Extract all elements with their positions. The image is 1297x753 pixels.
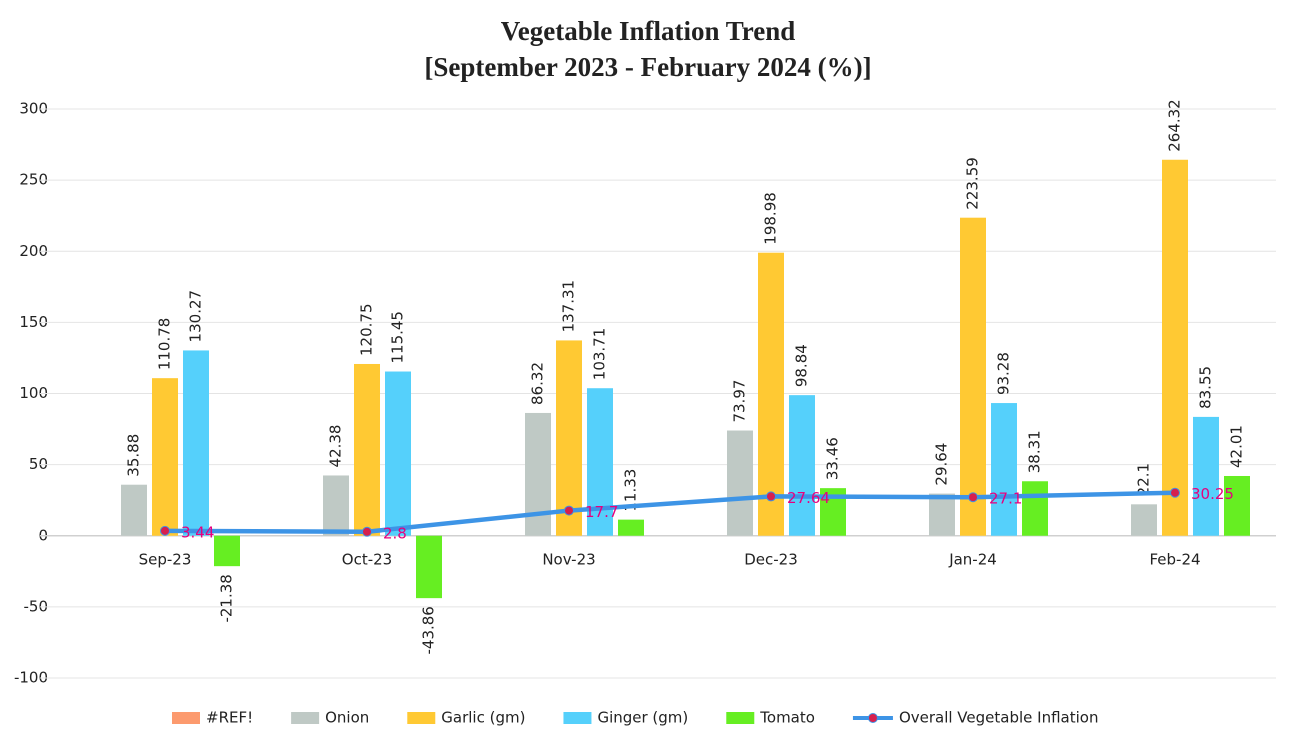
- chart-subtitle: [September 2023 - February 2024 (%)]: [424, 52, 871, 82]
- bar: [727, 430, 753, 536]
- bar: [929, 493, 955, 536]
- legend-swatch: [172, 712, 200, 724]
- line-series: [164, 490, 1176, 535]
- y-tick-label: -100: [14, 669, 48, 687]
- line-label: 27.64: [787, 489, 830, 507]
- line-label: 17.7: [585, 503, 618, 521]
- bar: [618, 519, 644, 536]
- line-label: 2.8: [383, 524, 407, 542]
- y-tick-label: 100: [19, 384, 48, 402]
- y-tick-label: 300: [19, 100, 48, 118]
- data-label: 73.97: [731, 380, 749, 423]
- data-label: 120.75: [358, 303, 376, 356]
- data-label: 264.32: [1166, 99, 1184, 152]
- data-label: 86.32: [529, 362, 547, 405]
- line-label: 3.44: [181, 523, 214, 541]
- data-label: 98.84: [793, 344, 811, 387]
- line-marker: [766, 491, 776, 502]
- x-tick-label: Feb-24: [1149, 550, 1200, 568]
- legend-swatch: [726, 712, 755, 724]
- line-marker: [362, 526, 372, 537]
- bar: [525, 412, 551, 536]
- x-tick-label: Jan-24: [948, 550, 997, 568]
- chart-title: Vegetable Inflation Trend: [501, 16, 796, 46]
- data-label: 93.28: [995, 352, 1013, 395]
- x-tick-label: Oct-23: [342, 550, 392, 568]
- data-label: 22.1: [1135, 463, 1153, 496]
- data-label: 137.31: [560, 280, 578, 333]
- legend-label: Garlic (gm): [441, 709, 525, 727]
- legend-label: Ginger (gm): [597, 709, 688, 727]
- bar: [556, 340, 582, 536]
- data-label: 42.01: [1228, 425, 1246, 468]
- legend-label: Overall Vegetable Inflation: [899, 709, 1099, 727]
- bar: [214, 535, 240, 567]
- legend-swatch: [563, 712, 592, 724]
- legend-label: Onion: [325, 709, 369, 727]
- data-label: 33.46: [824, 437, 842, 480]
- data-label: 115.45: [389, 311, 407, 364]
- legend-swatch: [867, 713, 878, 723]
- y-tick-label: 50: [29, 455, 48, 473]
- bar: [960, 217, 986, 536]
- data-label: 29.64: [933, 443, 951, 486]
- x-tick-label: Dec-23: [744, 550, 798, 568]
- bar: [1224, 475, 1250, 536]
- bar: [758, 252, 784, 536]
- data-label: 11.33: [622, 469, 640, 512]
- x-tick-label: Sep-23: [139, 550, 192, 568]
- bar: [1131, 504, 1157, 536]
- bar: [1022, 481, 1048, 536]
- line-label: 27.1: [989, 490, 1022, 508]
- y-tick-label: 250: [19, 171, 48, 189]
- bar: [323, 475, 349, 536]
- data-label: 35.88: [125, 434, 143, 477]
- line-marker: [968, 492, 978, 503]
- data-label: 223.59: [964, 157, 982, 210]
- data-label: 198.98: [762, 192, 780, 245]
- bar: [991, 403, 1017, 536]
- bar: [183, 350, 209, 536]
- bar: [121, 484, 147, 536]
- data-label: 130.27: [187, 290, 205, 343]
- legend-swatch: [407, 712, 436, 724]
- legend-label: Tomato: [759, 709, 815, 727]
- bar: [416, 535, 442, 599]
- data-label: -43.86: [420, 606, 438, 654]
- y-tick-label: 200: [19, 242, 48, 260]
- x-tick-label: Nov-23: [542, 550, 595, 568]
- bar: [789, 395, 815, 536]
- data-label: 38.31: [1026, 430, 1044, 473]
- line-marker: [1170, 487, 1180, 498]
- bar: [354, 363, 380, 536]
- legend-swatch: [291, 712, 320, 724]
- line-marker: [160, 525, 170, 536]
- bar: [152, 378, 178, 536]
- data-label: 42.38: [327, 425, 345, 468]
- legend-label: #REF!: [206, 709, 253, 727]
- data-label: 83.55: [1197, 366, 1215, 409]
- data-label: -21.38: [218, 574, 236, 622]
- line-marker: [564, 505, 574, 516]
- bar: [385, 371, 411, 536]
- y-tick-label: -50: [24, 597, 49, 615]
- bar: [1193, 416, 1219, 536]
- data-label: 103.71: [591, 328, 609, 381]
- y-tick-label: 150: [19, 313, 48, 331]
- line-label: 30.25: [1191, 485, 1234, 503]
- data-label: 110.78: [156, 318, 174, 371]
- bar: [1162, 159, 1188, 536]
